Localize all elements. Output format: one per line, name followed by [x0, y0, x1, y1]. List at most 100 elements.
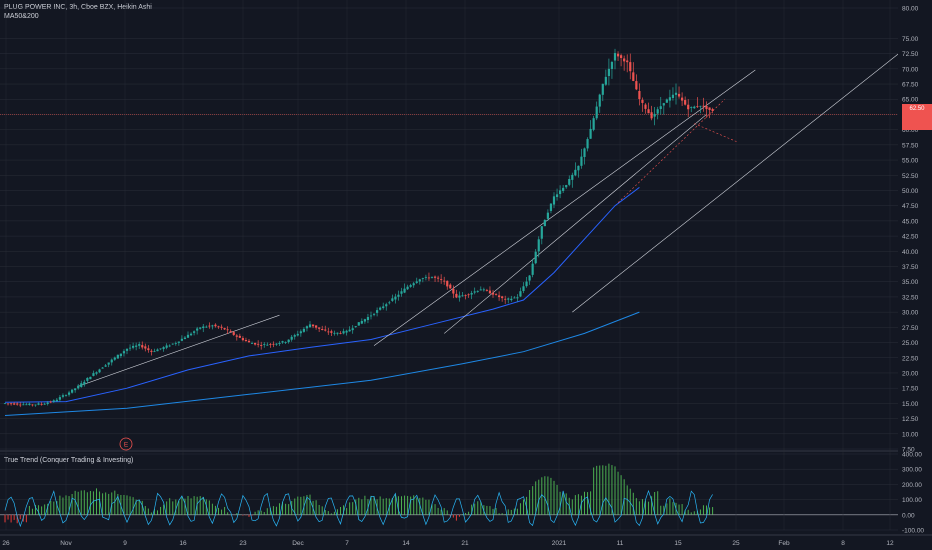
candle-body	[653, 113, 656, 117]
candle-body	[95, 372, 98, 374]
candle-body	[543, 219, 546, 227]
candle-body	[391, 298, 394, 301]
candle-body	[549, 203, 553, 211]
time-axis[interactable]: 26 Nov 9 16 23 Dec 7 14 21 2021 11 15 25 Feb 8 12	[0, 534, 932, 547]
candle-body	[110, 359, 113, 363]
price-tick-label: 80.00	[902, 6, 919, 13]
event-markers[interactable]: E	[119, 437, 133, 451]
time-tick-label: 8	[841, 540, 845, 547]
candle-body	[43, 403, 46, 405]
candle-body	[452, 288, 455, 294]
trendline	[373, 69, 756, 346]
candle-body	[360, 320, 363, 324]
candle-body	[46, 402, 49, 405]
candle-body	[671, 94, 675, 98]
time-tick-label: 26	[2, 540, 10, 547]
oscillator-title: True Trend (Conquer Trading & Investing)	[4, 457, 134, 464]
candle-body	[485, 289, 488, 291]
candle-body	[55, 399, 58, 402]
candle-body	[13, 403, 16, 405]
price-tick-label: 27.50	[902, 325, 919, 332]
candle-body	[421, 278, 424, 280]
candle-body	[366, 317, 370, 320]
price-tick-label: 42.50	[902, 234, 919, 241]
candle-body	[52, 400, 55, 402]
osc-tick-label: 200.00	[902, 482, 922, 489]
candle-body	[372, 313, 376, 315]
candle-body	[22, 404, 25, 406]
candle-body	[104, 365, 107, 367]
earnings-marker-icon	[119, 437, 133, 451]
candle-body	[196, 328, 199, 331]
price-tick-label: 25.00	[902, 340, 919, 347]
candle-body	[623, 58, 626, 62]
candle-body	[580, 156, 583, 166]
candle-body	[208, 325, 211, 327]
candle-body	[681, 97, 684, 101]
candle-body	[446, 280, 449, 287]
candle-body	[369, 315, 373, 317]
time-tick-label: 2021	[552, 540, 567, 547]
trendline	[444, 114, 707, 334]
candle-body	[507, 298, 510, 300]
candle-body	[376, 310, 379, 313]
candle-body	[6, 403, 10, 405]
trendline	[572, 53, 899, 313]
candle-body	[193, 331, 196, 333]
candle-body	[199, 327, 202, 329]
candle-body	[235, 335, 238, 337]
candle-body	[119, 353, 122, 357]
candle-body	[40, 403, 43, 405]
candles	[3, 48, 714, 408]
candle-body	[254, 342, 257, 345]
price-tick-label: 65.00	[902, 97, 919, 104]
candle-body	[308, 324, 312, 328]
candle-body	[214, 324, 217, 327]
candle-body	[217, 326, 220, 328]
candle-body	[504, 298, 507, 300]
candle-body	[607, 68, 610, 76]
candle-body	[601, 83, 604, 95]
candle-body	[77, 385, 80, 389]
candle-body	[659, 106, 662, 109]
candle-body	[464, 294, 467, 296]
candle-body	[354, 326, 357, 328]
candle-body	[583, 148, 586, 157]
candle-body	[80, 383, 83, 388]
candle-body	[552, 196, 556, 205]
price-tick-label: 57.50	[902, 142, 919, 149]
candle-body	[696, 106, 699, 108]
candle-body	[385, 304, 388, 307]
candle-body	[10, 403, 13, 405]
candle-body	[168, 345, 171, 347]
candle-body	[125, 348, 129, 351]
trendlines[interactable]	[78, 53, 899, 387]
candle-body	[687, 104, 690, 110]
candle-body	[534, 251, 537, 264]
candle-body	[409, 285, 412, 287]
candle-body	[491, 292, 495, 295]
time-tick-label: Dec	[292, 540, 304, 547]
candle-body	[174, 343, 177, 344]
candle-body	[116, 354, 119, 359]
candle-body	[437, 277, 440, 279]
candle-body	[202, 326, 205, 329]
candle-body	[263, 344, 266, 346]
candle-body	[153, 351, 156, 353]
candle-body	[238, 335, 241, 338]
candle-body	[61, 395, 65, 397]
candle-body	[333, 332, 336, 334]
candle-body	[403, 288, 406, 293]
candle-body	[510, 298, 513, 301]
candle-body	[83, 381, 86, 385]
candle-body	[711, 109, 714, 111]
candle-body	[592, 118, 595, 130]
price-tick-label: 50.00	[902, 188, 919, 195]
candle-body	[400, 291, 403, 294]
candle-body	[113, 357, 116, 360]
candle-body	[498, 295, 501, 298]
price-axis[interactable]: 80.00 75.00 72.50 70.00 67.50 65.0062.5060.00…	[898, 0, 932, 550]
price-tick-label: 37.50	[902, 264, 919, 271]
candle-body	[348, 329, 351, 332]
